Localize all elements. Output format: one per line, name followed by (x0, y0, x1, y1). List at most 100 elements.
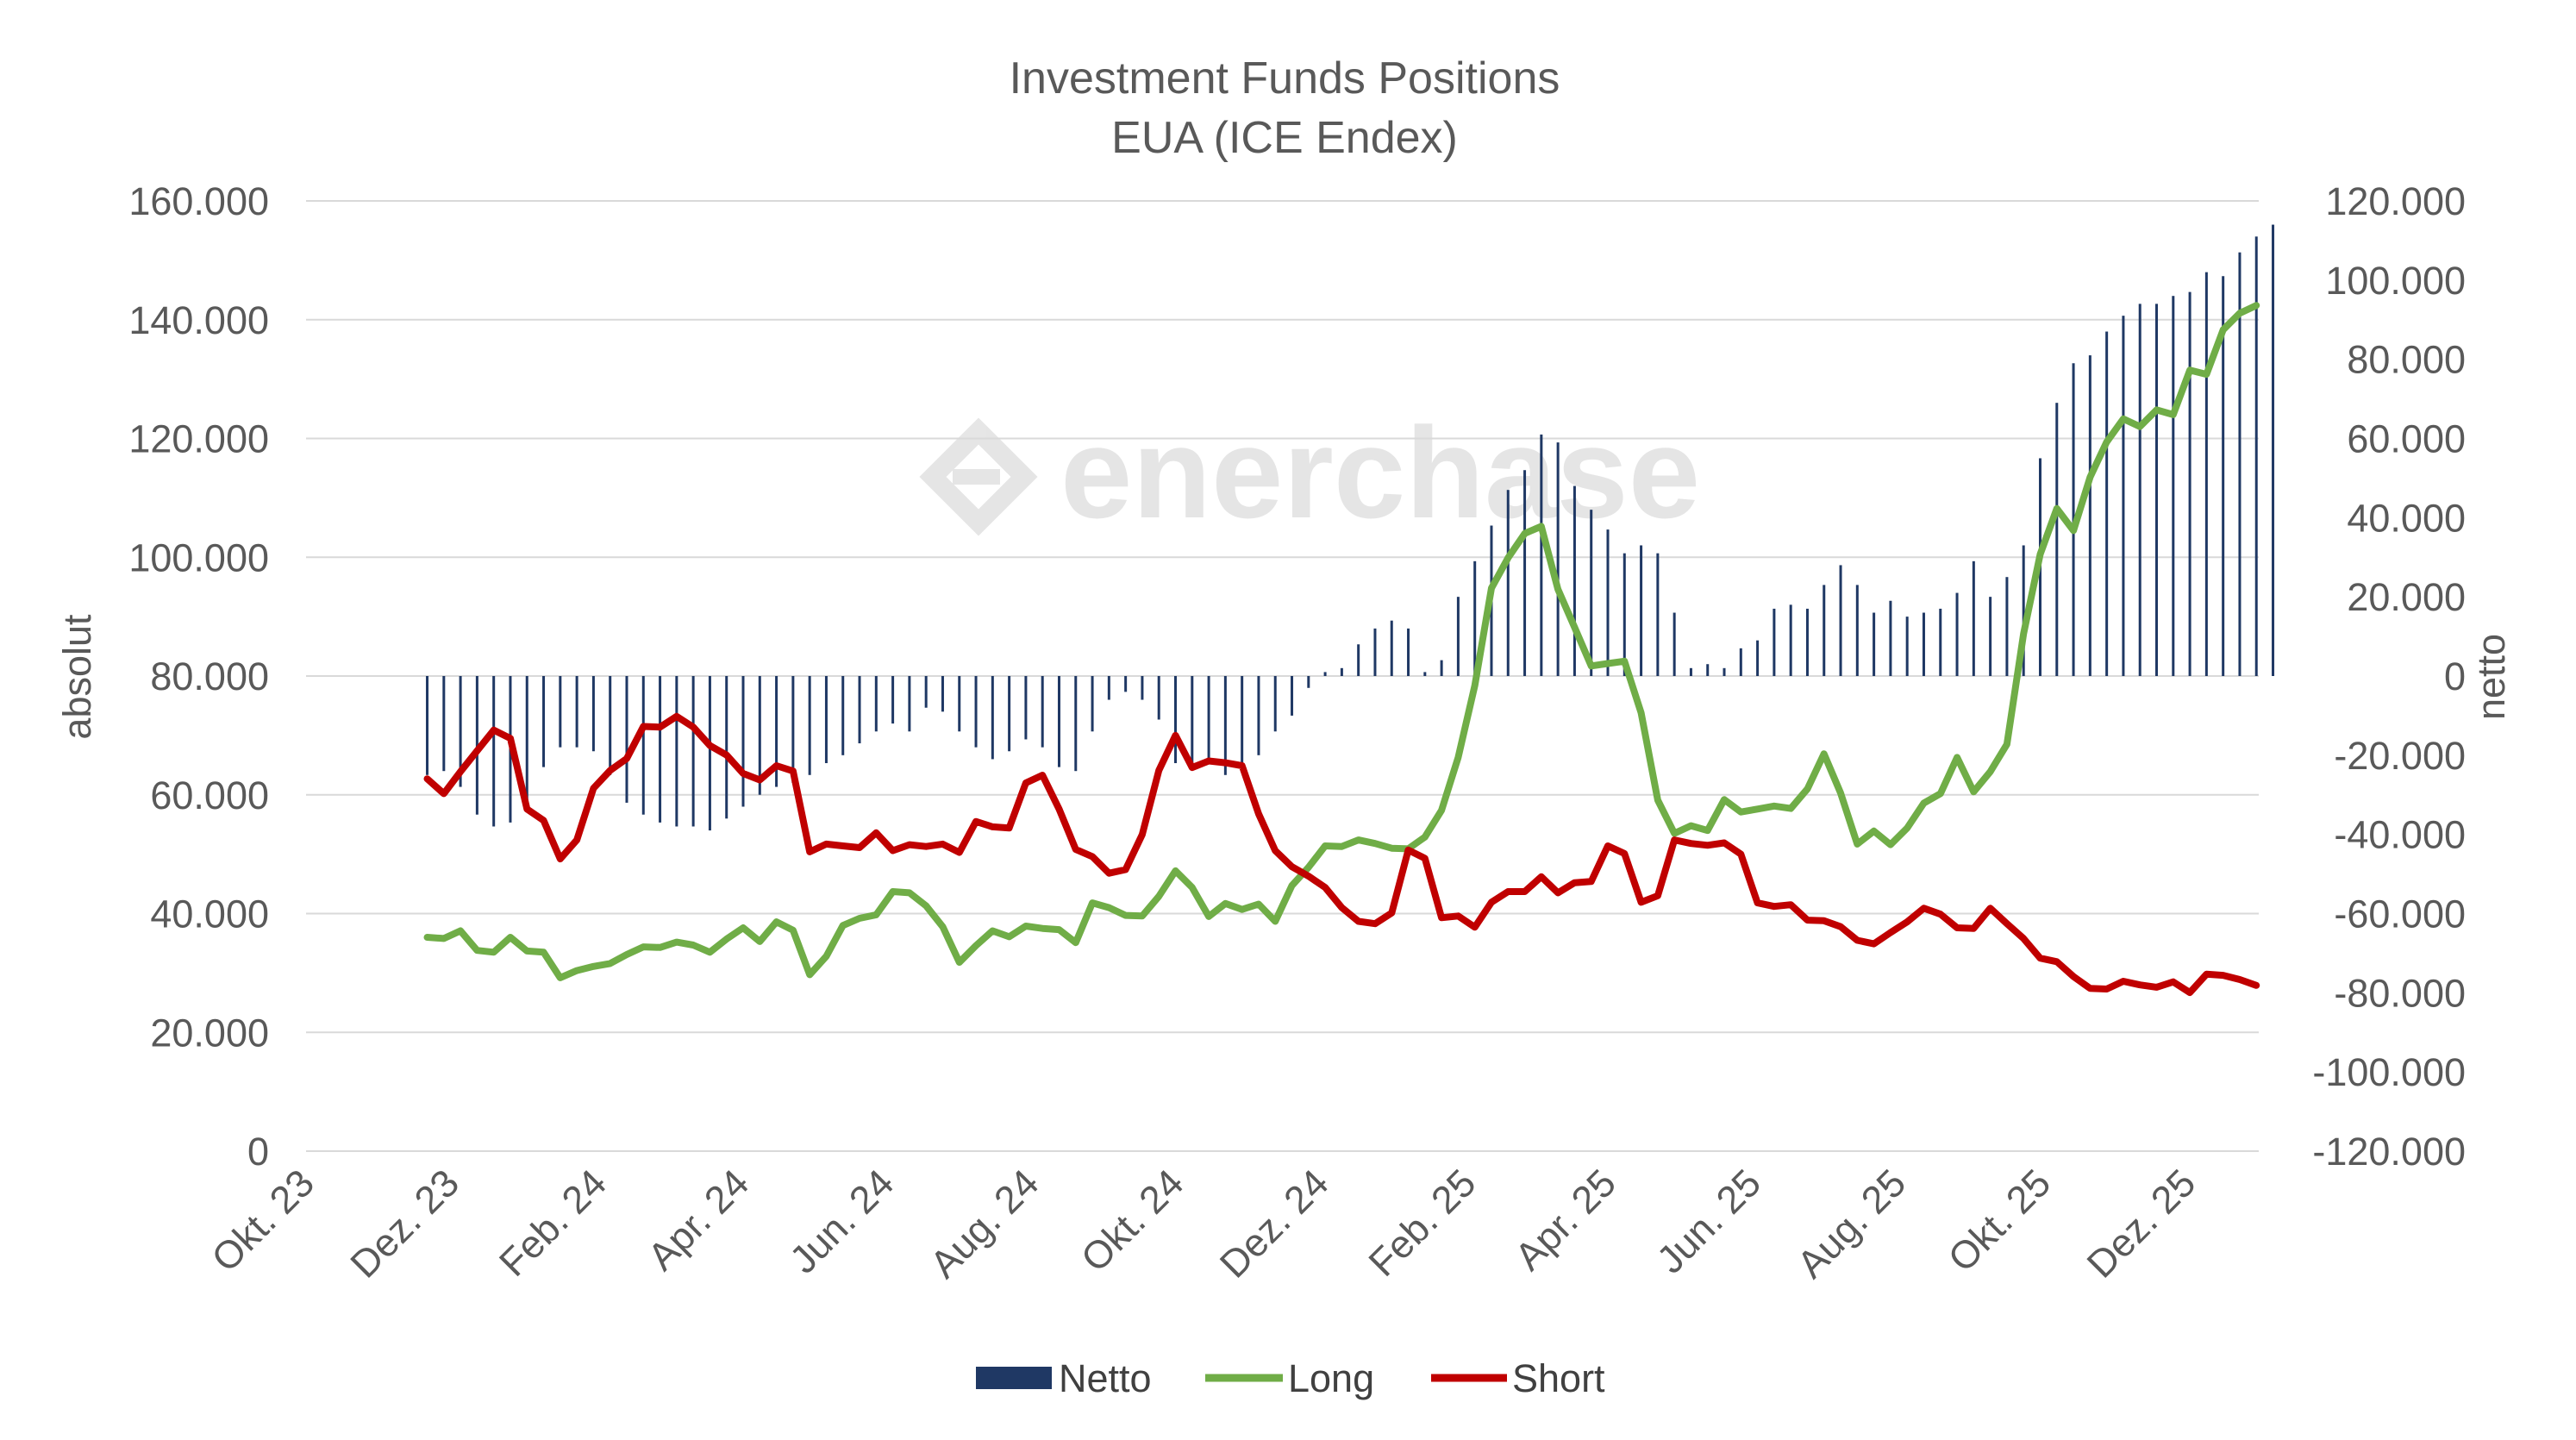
netto-bar (1756, 640, 1760, 676)
x-tick-label: Apr. 25 (1506, 1161, 1624, 1279)
netto-bar (426, 676, 429, 775)
netto-bar (1540, 434, 1543, 676)
netto-bar (1839, 565, 1842, 676)
netto-bar (924, 676, 928, 708)
netto-bar (1706, 664, 1710, 676)
x-tick-label: Jun. 25 (1648, 1161, 1769, 1281)
netto-bar (741, 676, 745, 807)
x-tick-label: Feb. 25 (1360, 1161, 1485, 1285)
netto-bar (1805, 608, 1809, 676)
netto-bar (874, 676, 878, 732)
netto-bar (2088, 355, 2091, 676)
right-axis-ticks: -120.000 -100.000 -80.000 -60.000 -40.000 -20… (2312, 179, 2466, 1174)
netto-bar (2272, 224, 2275, 676)
left-axis-title: absolut (55, 614, 99, 740)
netto-bar (1689, 667, 1692, 676)
netto-bar (2254, 236, 2258, 676)
netto-bar (1323, 672, 1327, 676)
netto-bar (974, 676, 978, 748)
legend-label-netto: Netto (1059, 1356, 1152, 1400)
x-axis-ticks: Okt. 23 Dez. 23 Feb. 24 Apr. 24 Jun. 24 Aug. … (203, 1161, 2204, 1287)
netto-bar (808, 676, 811, 775)
netto-bar (1407, 628, 1410, 676)
netto-bar (1273, 676, 1277, 732)
netto-bar (841, 676, 845, 755)
netto-bar (2022, 545, 2025, 676)
netto-bar (2122, 316, 2125, 676)
netto-bar (659, 676, 662, 823)
right-tick-label: 20.000 (2347, 575, 2466, 619)
netto-bar (941, 676, 944, 712)
left-tick-label: 60.000 (150, 773, 269, 817)
netto-bar (1955, 592, 1959, 676)
netto-bar (891, 676, 895, 724)
netto-bar (1041, 676, 1044, 748)
x-tick-label: Dez. 24 (1211, 1161, 1337, 1287)
netto-bar (1057, 676, 1060, 767)
netto-bar (691, 676, 695, 827)
left-tick-label: 100.000 (128, 535, 269, 579)
right-tick-label: -100.000 (2312, 1050, 2466, 1094)
netto-bar (641, 676, 645, 815)
netto-bar (1640, 545, 1643, 676)
netto-bar (442, 676, 446, 772)
x-tick-label: Dez. 25 (2079, 1161, 2204, 1287)
right-tick-label: 40.000 (2347, 496, 2466, 540)
right-tick-label: 120.000 (2325, 179, 2466, 223)
netto-bar (1556, 442, 1560, 676)
netto-bar (1922, 612, 1925, 676)
netto-bar (708, 676, 711, 831)
right-tick-label: 0 (2444, 654, 2466, 698)
netto-bar (2155, 304, 2159, 676)
netto-bar (1124, 676, 1128, 692)
netto-bar (609, 676, 612, 775)
left-tick-label: 0 (247, 1130, 269, 1174)
netto-bar (2138, 304, 2141, 676)
netto-bar (2238, 252, 2241, 676)
netto-bar (1939, 608, 1942, 676)
netto-bar (542, 676, 546, 767)
legend-label-long: Long (1288, 1356, 1374, 1400)
netto-bar (1107, 676, 1110, 700)
netto-bar (1141, 676, 1144, 700)
netto-bar (1257, 676, 1260, 755)
netto-bar (2222, 276, 2225, 676)
netto-bar (2005, 577, 2009, 676)
netto-bar (1673, 612, 1676, 676)
netto-bar (475, 676, 478, 815)
x-tick-label: Okt. 24 (1072, 1161, 1192, 1280)
grid-layer (306, 200, 2259, 1152)
x-tick-label: Okt. 23 (203, 1161, 322, 1280)
legend-swatch-netto (976, 1367, 1052, 1389)
netto-bar (1723, 667, 1726, 676)
watermark-text: enerchase (1060, 400, 1700, 545)
chart-title: Investment Funds Positions (1010, 53, 1560, 103)
netto-bar (575, 676, 578, 748)
netto-bar (1074, 676, 1078, 772)
long-line (423, 302, 2260, 981)
netto-bar (675, 676, 678, 827)
netto-bar (1373, 628, 1377, 676)
x-tick-label: Okt. 25 (1940, 1161, 2060, 1280)
netto-bar (1873, 612, 1876, 676)
netto-bar (1889, 600, 1892, 676)
legend: Netto Long Short (976, 1356, 1605, 1400)
x-tick-label: Jun. 24 (781, 1161, 902, 1281)
netto-bar (908, 676, 911, 732)
netto-bar (625, 676, 628, 803)
netto-bar (1390, 620, 1393, 676)
right-axis-title: netto (2469, 634, 2513, 720)
netto-bar (1340, 667, 1343, 676)
x-tick-label: Aug. 24 (922, 1161, 1047, 1287)
right-tick-label: -60.000 (2334, 892, 2466, 936)
netto-bar (2055, 403, 2059, 676)
netto-bar (1291, 676, 1294, 716)
right-tick-label: 80.000 (2347, 338, 2466, 382)
netto-bar (1855, 585, 1859, 676)
netto-bar (991, 676, 994, 760)
x-tick-label: Apr. 24 (639, 1161, 757, 1279)
left-tick-label: 80.000 (150, 654, 269, 698)
netto-bar (1523, 470, 1527, 676)
left-tick-label: 160.000 (128, 179, 269, 223)
netto-bar (1572, 485, 1576, 676)
